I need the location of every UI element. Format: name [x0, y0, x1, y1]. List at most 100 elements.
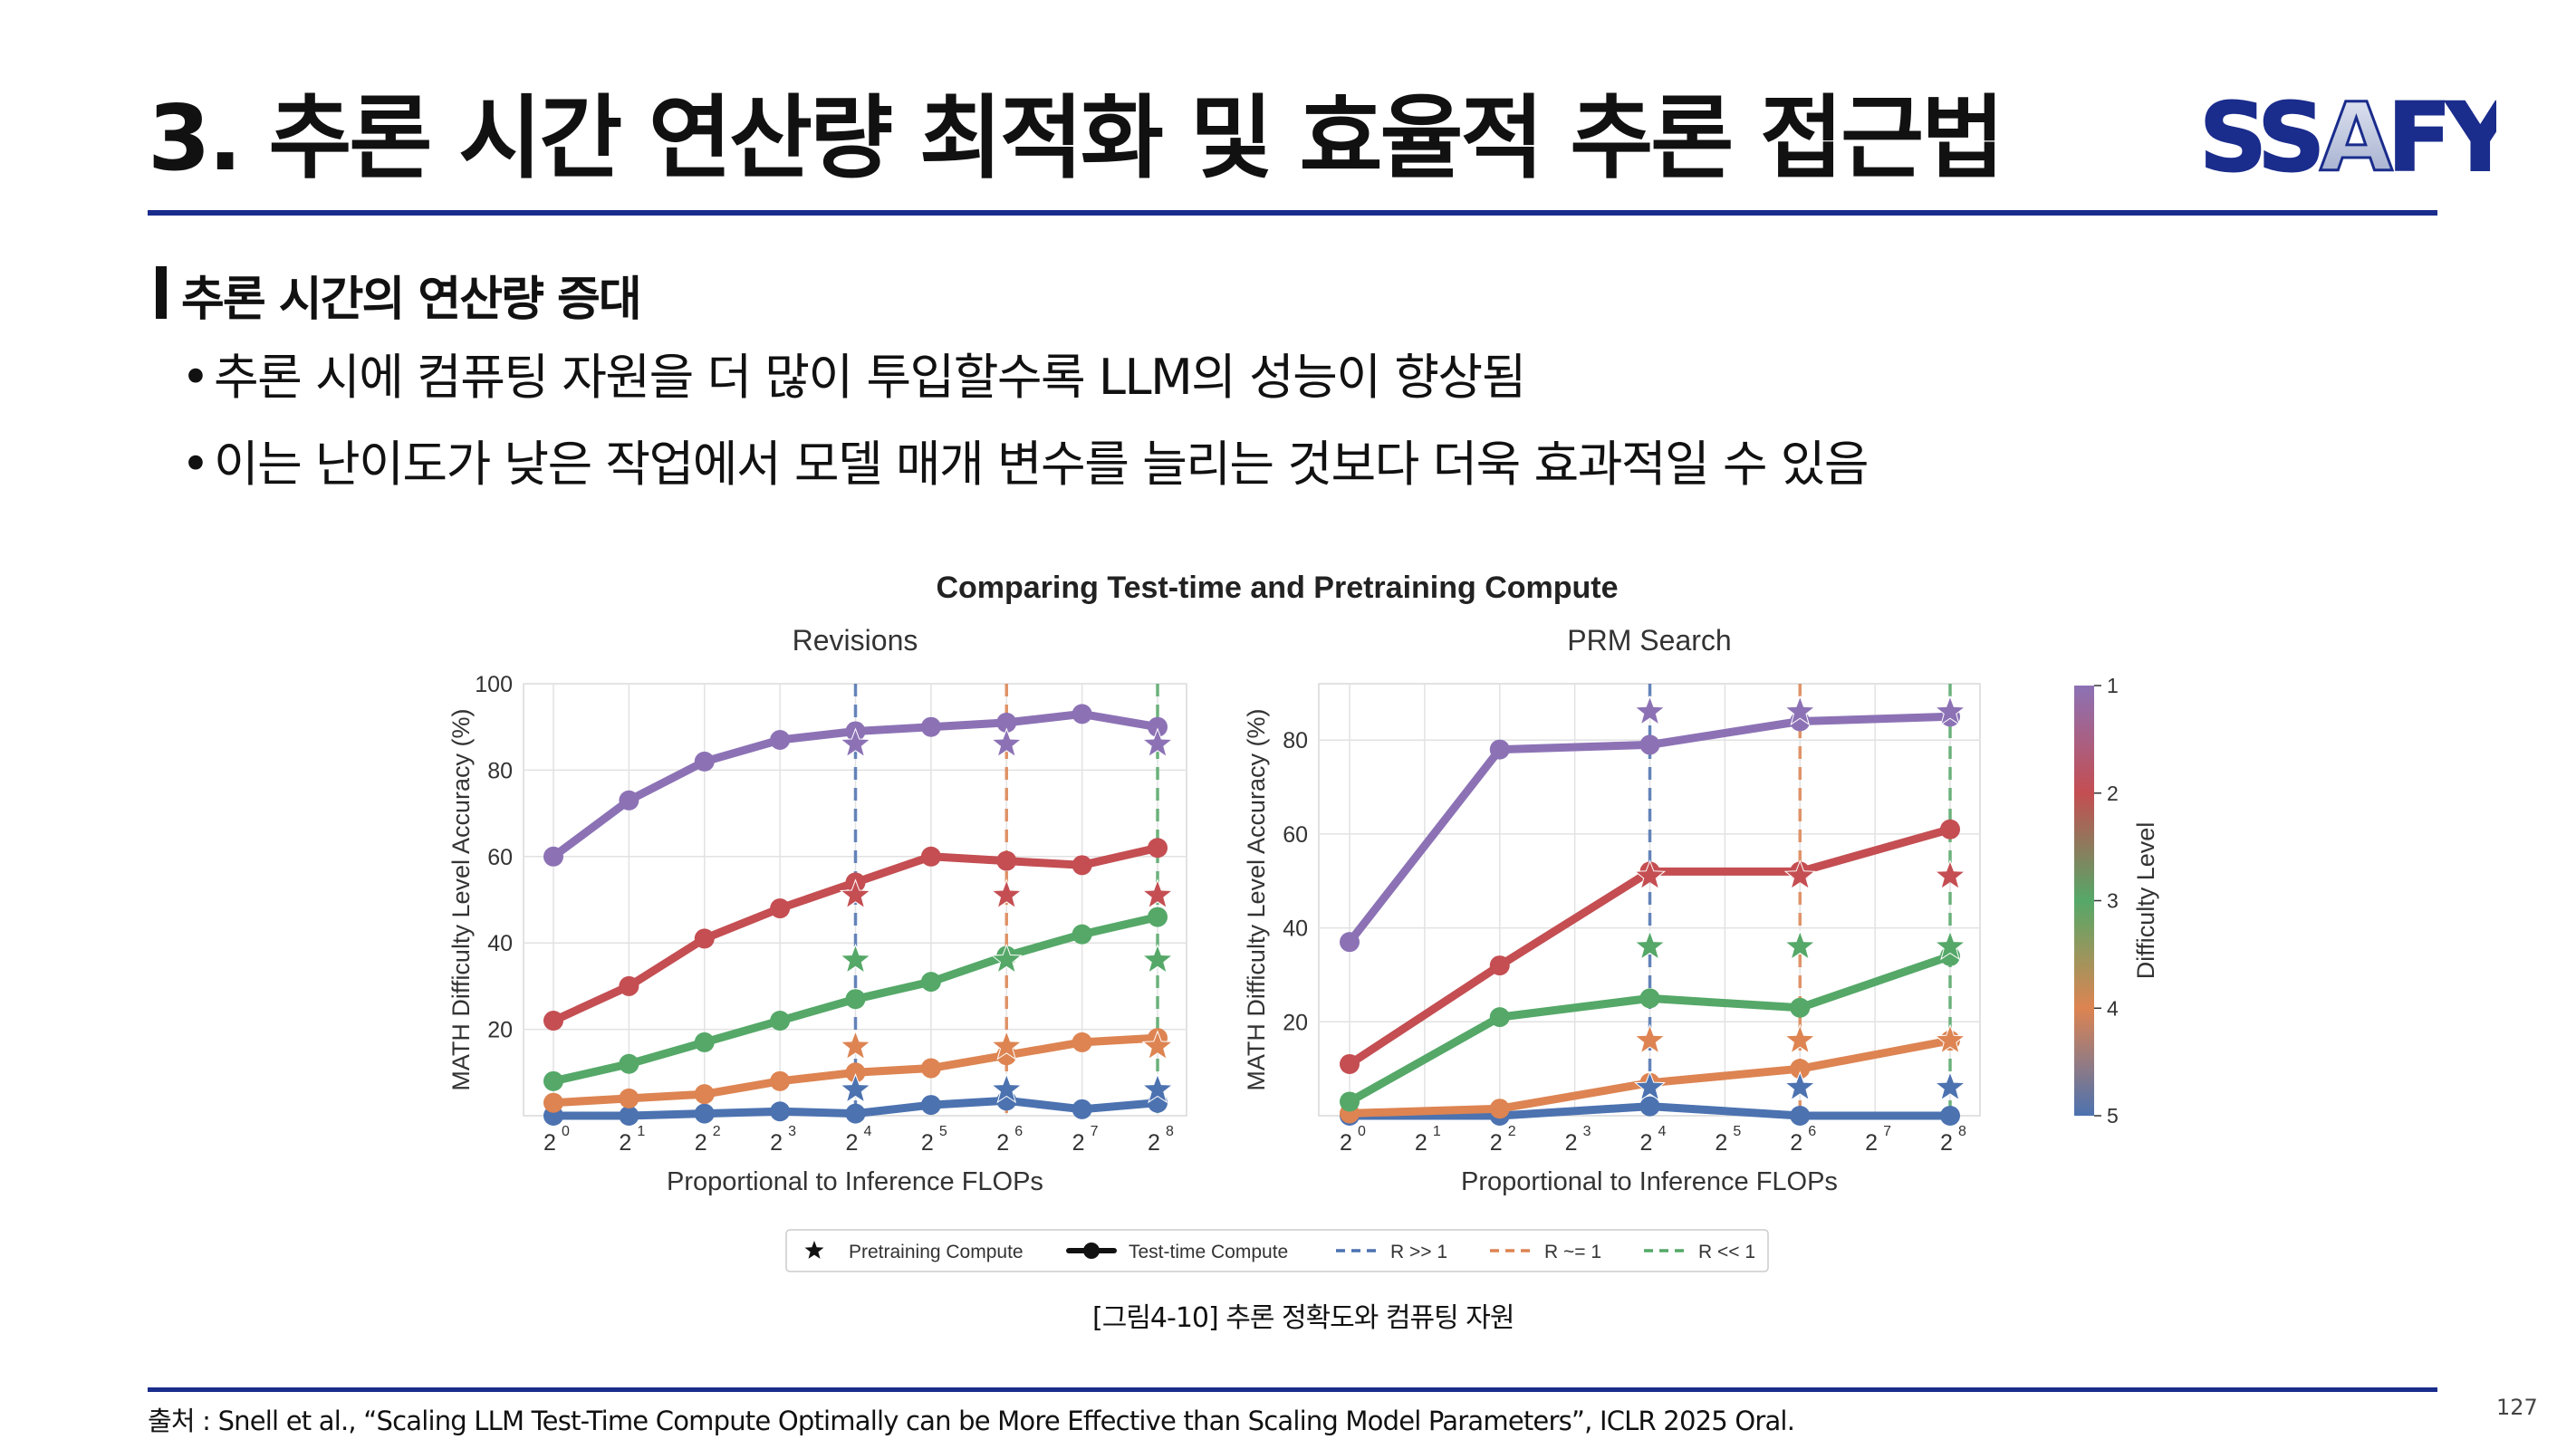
series-point-level-1: [1148, 716, 1168, 737]
x-tick-exponent: 7: [1091, 1124, 1099, 1139]
x-tick-base: 2: [543, 1130, 556, 1156]
series-point-level-3: [1639, 988, 1660, 1009]
legend-label: R << 1: [1698, 1242, 1755, 1262]
x-axis-label: Proportional to Inference FLOPs: [667, 1167, 1043, 1196]
x-tick-base: 2: [1072, 1130, 1085, 1156]
series-point-level-3: [1489, 1007, 1510, 1028]
pretraining-star-level-3: [990, 943, 1023, 974]
colorbar-tick-label: 1: [2107, 674, 2119, 697]
pretraining-star-level-1: [1783, 695, 1816, 726]
chart-legend: Pretraining Compute Test-time Compute R >>…: [785, 1229, 1769, 1272]
x-tick-base: 2: [1565, 1130, 1578, 1156]
series-point-level-2: [996, 850, 1017, 871]
pretraining-star-level-4: [839, 1030, 872, 1060]
series-point-level-4: [845, 1062, 866, 1083]
y-tick-label: 20: [1283, 1010, 1308, 1035]
y-tick-label: 60: [1283, 822, 1308, 848]
legend-label: Test-time Compute: [1129, 1242, 1288, 1262]
colorbar-bar: [2074, 686, 2094, 1116]
section-heading: 추론 시간의 연산량 증대: [181, 273, 642, 327]
series-point-level-1: [619, 790, 639, 811]
colorbar-label: Difficulty Level: [2132, 822, 2159, 980]
y-tick-label: 40: [487, 931, 513, 956]
chart-title: Comparing Test-time and Pretraining Comp…: [936, 571, 1618, 605]
series-point-level-4: [694, 1084, 715, 1105]
x-tick-base: 2: [1415, 1130, 1427, 1156]
pretraining-star-level-1: [990, 727, 1023, 758]
pretraining-star-level-4: [1934, 1023, 1966, 1054]
x-tick-exponent: 8: [1166, 1124, 1174, 1139]
series-point-level-4: [619, 1088, 639, 1108]
svg-text:SSAFY: SSAFY: [2199, 82, 2496, 181]
y-tick-label: 60: [487, 845, 513, 870]
legend-box: [785, 1229, 1769, 1272]
panel-subtitle: Revisions: [793, 624, 918, 657]
series-point-level-1: [543, 846, 563, 867]
series-point-level-5: [770, 1101, 791, 1122]
series-point-level-1: [920, 716, 941, 737]
pretraining-star-level-5: [1633, 1070, 1667, 1101]
x-tick-exponent: 2: [713, 1124, 721, 1139]
series-point-level-2: [1940, 819, 1960, 840]
x-tick-base: 2: [1865, 1130, 1878, 1156]
pretraining-star-level-2: [990, 878, 1023, 909]
y-tick-label: 20: [487, 1018, 513, 1043]
pretraining-star-level-2: [839, 878, 872, 909]
x-tick-exponent: 6: [1808, 1124, 1816, 1139]
series-point-level-5: [1790, 1106, 1811, 1126]
chart-panel-revisions: 2 0 2 1 2 2 2 3 2 4 2 5 2 6 2 7 2 820406080100RevisionsPr…: [447, 624, 1187, 1196]
colorbar: 1 2 3 4 5 Difficulty Level: [2074, 674, 2159, 1128]
series-point-level-5: [694, 1103, 715, 1124]
bullet-item: • 이는 난이도가 낮은 작업에서 모델 매개 변수를 늘리는 것보다 더욱 효과…: [181, 435, 1870, 522]
series-point-level-2: [543, 1011, 563, 1032]
pretraining-star-level-3: [1633, 929, 1667, 961]
series-point-level-3: [543, 1070, 563, 1091]
x-tick-base: 2: [619, 1130, 631, 1156]
x-tick-exponent: 3: [1583, 1124, 1591, 1139]
pretraining-star-level-3: [1934, 929, 1966, 961]
series-point-level-4: [1790, 1059, 1811, 1080]
colorbar-tick-label: 5: [2107, 1104, 2119, 1128]
x-tick-base: 2: [1640, 1130, 1653, 1156]
x-tick-exponent: 4: [1658, 1124, 1667, 1139]
series-point-level-5: [845, 1103, 866, 1124]
pretraining-star-level-3: [1141, 943, 1174, 974]
pretraining-star-level-2: [1633, 859, 1667, 890]
series-point-level-4: [1072, 1032, 1092, 1052]
x-tick-exponent: 3: [788, 1124, 796, 1139]
series-point-level-2: [1148, 838, 1168, 859]
y-tick-label: 80: [1283, 728, 1308, 753]
x-tick-base: 2: [1715, 1130, 1727, 1156]
x-tick-exponent: 1: [1433, 1124, 1441, 1139]
pretraining-star-level-5: [1141, 1072, 1174, 1104]
series-point-level-3: [1790, 997, 1811, 1018]
pretraining-star-level-5: [990, 1072, 1023, 1104]
x-tick-exponent: 8: [1958, 1124, 1966, 1139]
bullet-dot: •: [181, 436, 210, 493]
pretraining-star-level-1: [839, 727, 872, 758]
x-tick-base: 2: [1790, 1130, 1802, 1156]
series-point-level-4: [920, 1058, 941, 1079]
series-point-level-3: [1072, 924, 1092, 945]
bullet-dot: •: [181, 349, 210, 406]
legend-label: Pretraining Compute: [849, 1242, 1024, 1262]
title-rule: [148, 210, 2437, 216]
y-tick-label: 40: [1283, 916, 1308, 942]
series-point-level-2: [920, 846, 941, 867]
y-axis-label: MATH Difficulty Level Accuracy (%): [447, 708, 475, 1090]
series-point-level-1: [1639, 734, 1660, 755]
y-axis-label: MATH Difficulty Level Accuracy (%): [1243, 708, 1270, 1090]
figure-caption: [그림4-10] 추론 정확도와 컴퓨팅 자원: [1092, 1302, 1514, 1334]
legend-label: R ~= 1: [1544, 1242, 1601, 1262]
bullet-item: • 추론 시에 컴퓨팅 자원을 더 많이 투입할수록 LLM의 성능이 향상됨: [181, 348, 1868, 435]
colorbar-tick-label: 2: [2107, 782, 2119, 805]
section-marker: [156, 266, 167, 319]
series-point-level-4: [543, 1092, 563, 1113]
series-point-level-3: [694, 1032, 715, 1052]
series-point-level-1: [694, 751, 715, 772]
series-point-level-2: [1072, 855, 1092, 876]
x-tick-exponent: 2: [1508, 1124, 1516, 1139]
footer-rule: [148, 1387, 2437, 1392]
